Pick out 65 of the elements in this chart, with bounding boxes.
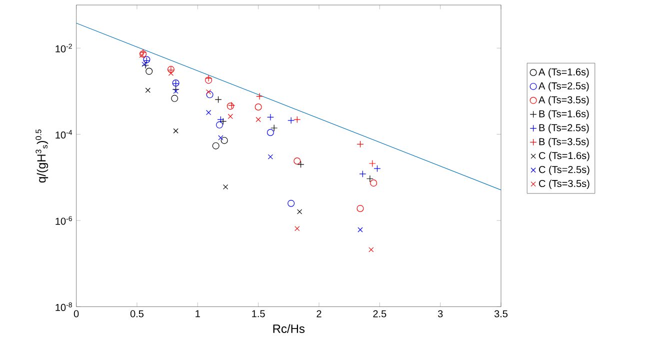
x-tick-label: 2.5	[373, 310, 386, 318]
x-tick-label: 0	[74, 310, 79, 318]
point	[206, 89, 212, 95]
point	[173, 88, 178, 94]
point	[368, 247, 374, 252]
point	[294, 158, 301, 165]
point	[214, 96, 222, 104]
point	[218, 135, 224, 140]
point	[205, 76, 212, 84]
x-tick-label: 1	[196, 310, 200, 318]
point	[368, 160, 376, 168]
legend-label: A (Ts=3.5s)	[538, 96, 589, 106]
x-tick-label: 1.5	[252, 310, 265, 318]
point	[254, 103, 262, 110]
point	[205, 74, 212, 82]
point	[268, 154, 274, 160]
point	[256, 116, 261, 122]
point	[270, 124, 278, 132]
point	[356, 204, 364, 212]
legend-label: B (Ts=3.5s)	[539, 138, 589, 148]
legend-label: B (Ts=1.6s)	[539, 110, 589, 120]
point	[216, 121, 223, 128]
point	[145, 88, 150, 93]
legend-label: C (Ts=2.5s)	[539, 166, 590, 176]
point	[288, 116, 295, 124]
y-tick-label: 10$^{-4}$	[56, 130, 72, 139]
point	[206, 91, 214, 98]
x-tick-label: 3.5	[494, 310, 508, 318]
point	[168, 70, 174, 76]
point	[297, 209, 302, 214]
legend-label: B (Ts=2.5s)	[539, 124, 589, 134]
x-tick-label: 3	[438, 310, 443, 318]
point	[297, 160, 304, 168]
point	[206, 110, 212, 116]
y-axis-title: q/(gH$^{3}$$_{s}$)$^{0.5}$	[36, 129, 48, 183]
y-tick-label: 10$^{-6}$	[56, 216, 72, 225]
x-tick-label: 0.5	[130, 310, 144, 318]
point	[294, 226, 300, 232]
legend-label: A (Ts=2.5s)	[538, 82, 589, 92]
legend-label: C (Ts=1.6s)	[539, 152, 590, 162]
point	[256, 92, 264, 100]
point	[171, 94, 178, 102]
point	[146, 68, 153, 75]
point	[220, 136, 228, 144]
point	[356, 140, 364, 148]
point	[222, 184, 228, 190]
x-tick-label: 2	[316, 310, 322, 318]
y-tick-label: 10$^{-2}$	[56, 44, 72, 52]
point	[139, 52, 144, 58]
legend-label: C (Ts=3.5s)	[539, 180, 590, 190]
point	[266, 129, 274, 136]
point	[217, 116, 224, 124]
x-axis-title: Rc/Hs	[273, 324, 305, 333]
point	[228, 114, 233, 119]
point	[266, 114, 274, 121]
legend-label: A (Ts=1.6s)	[538, 68, 589, 78]
point	[288, 200, 295, 207]
y-tick-label: 10$^{-8}$	[56, 302, 72, 311]
point	[294, 116, 301, 124]
point	[212, 142, 220, 150]
point	[374, 165, 381, 172]
point	[359, 170, 366, 178]
point	[370, 180, 378, 187]
point	[358, 227, 363, 232]
point	[173, 128, 178, 134]
